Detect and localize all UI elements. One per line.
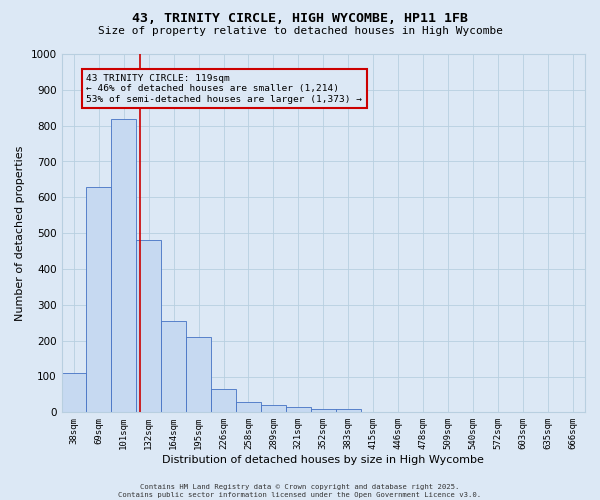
- Bar: [62, 373, 86, 412]
- Bar: [261, 405, 286, 412]
- Bar: [86, 186, 112, 412]
- Bar: [236, 402, 261, 412]
- Bar: [161, 321, 186, 412]
- Bar: [336, 410, 361, 412]
- Bar: [112, 118, 136, 412]
- X-axis label: Distribution of detached houses by size in High Wycombe: Distribution of detached houses by size …: [163, 455, 484, 465]
- Bar: [136, 240, 161, 412]
- Text: 43 TRINITY CIRCLE: 119sqm
← 46% of detached houses are smaller (1,214)
53% of se: 43 TRINITY CIRCLE: 119sqm ← 46% of detac…: [86, 74, 362, 104]
- Bar: [186, 337, 211, 412]
- Text: 43, TRINITY CIRCLE, HIGH WYCOMBE, HP11 1FB: 43, TRINITY CIRCLE, HIGH WYCOMBE, HP11 1…: [132, 12, 468, 26]
- Text: Contains HM Land Registry data © Crown copyright and database right 2025.
Contai: Contains HM Land Registry data © Crown c…: [118, 484, 482, 498]
- Text: Size of property relative to detached houses in High Wycombe: Size of property relative to detached ho…: [97, 26, 503, 36]
- Bar: [311, 409, 336, 412]
- Y-axis label: Number of detached properties: Number of detached properties: [15, 146, 25, 321]
- Bar: [286, 407, 311, 412]
- Bar: [211, 389, 236, 412]
